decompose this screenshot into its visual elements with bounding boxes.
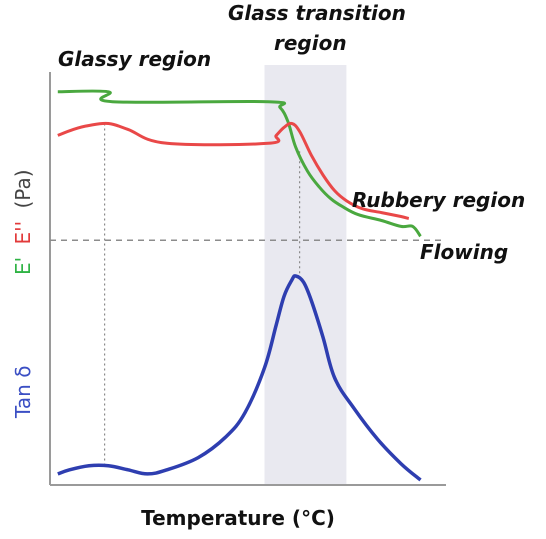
- loss-modulus-label: E'': [11, 221, 35, 245]
- glass-transition-label-line2: region: [274, 31, 347, 55]
- glass-transition-band: [264, 65, 347, 485]
- storage-modulus-curve: [57, 89, 422, 238]
- modulus-unit-label: (Pa): [11, 169, 35, 208]
- tan-delta-axis-label: Tan δ: [11, 366, 35, 419]
- glassy-region-label: Glassy region: [58, 47, 211, 71]
- tan-delta-curve: [57, 274, 422, 482]
- rubbery-region-label: Rubbery region: [352, 188, 525, 212]
- storage-modulus-label: E': [11, 257, 35, 275]
- x-axis-label: Temperature (°C): [141, 506, 335, 530]
- flowing-label: Flowing: [420, 240, 508, 264]
- glass-transition-label: Glass transition: [228, 1, 406, 25]
- modulus-axis-label: E' E'' (Pa): [11, 169, 35, 275]
- loss-modulus-curve: [57, 121, 410, 220]
